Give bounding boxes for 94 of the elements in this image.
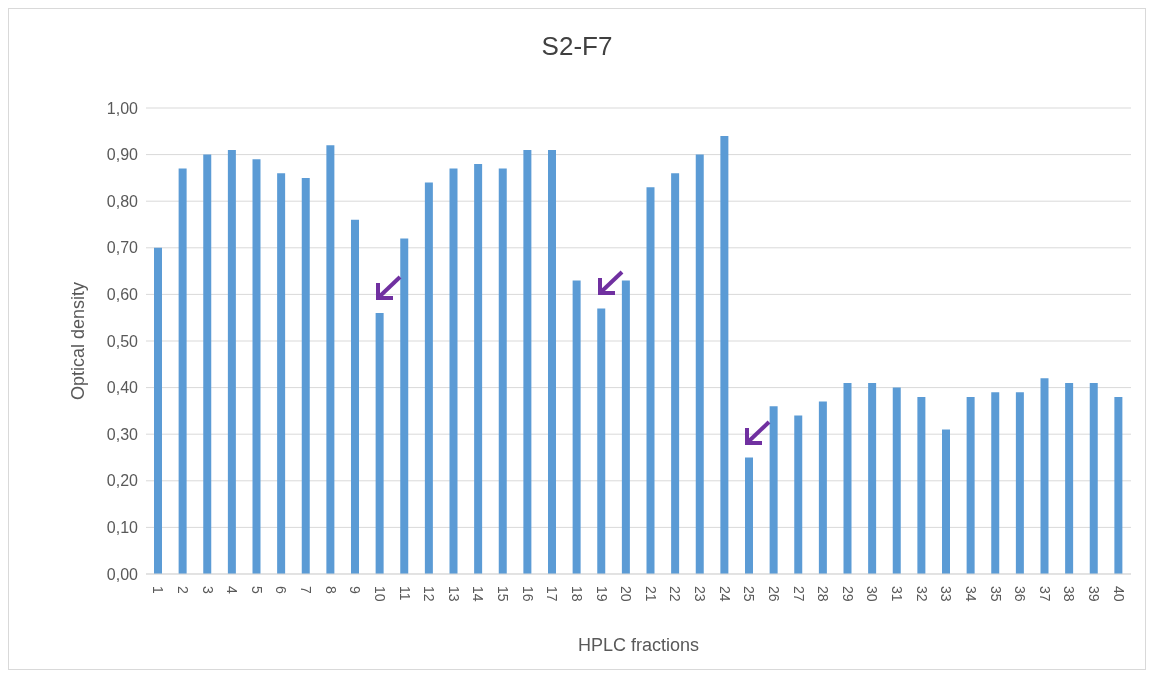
bar xyxy=(474,163,483,574)
bar xyxy=(1065,382,1074,574)
x-tick-label: 12 xyxy=(421,586,438,602)
x-tick-label: 27 xyxy=(790,586,807,602)
bar xyxy=(375,313,384,574)
bar xyxy=(548,149,556,574)
x-tick-label: 30 xyxy=(864,586,881,602)
bar xyxy=(351,219,359,574)
x-tick-label: 34 xyxy=(962,586,979,602)
bar xyxy=(892,387,901,574)
bar xyxy=(400,238,409,574)
bar xyxy=(252,159,261,574)
x-tick-label: 20 xyxy=(618,586,635,602)
bar xyxy=(794,415,803,574)
y-tick-label: 0,20 xyxy=(106,472,139,490)
x-tick-label: 4 xyxy=(224,586,241,594)
y-axis-title: Optical density xyxy=(68,281,89,401)
bar xyxy=(917,396,926,574)
bar xyxy=(769,406,778,574)
x-tick-label: 23 xyxy=(692,586,709,602)
bar xyxy=(424,182,433,574)
x-tick-label: 35 xyxy=(987,586,1004,602)
bar xyxy=(720,135,729,574)
bar xyxy=(695,154,704,574)
x-tick-label: 11 xyxy=(396,586,413,601)
bar xyxy=(597,308,606,574)
x-tick-label: 37 xyxy=(1036,586,1053,602)
x-axis-title: HPLC fractions xyxy=(577,635,700,655)
bar xyxy=(1015,392,1024,574)
x-tick-label: 29 xyxy=(839,586,856,602)
x-tick-label: 6 xyxy=(273,586,290,594)
bar xyxy=(523,149,532,574)
bar xyxy=(818,401,827,574)
bar xyxy=(572,280,581,574)
x-tick-label: 31 xyxy=(889,586,906,602)
bar xyxy=(745,457,753,574)
y-tick-label: 0,90 xyxy=(106,146,139,164)
bar xyxy=(154,247,162,574)
bar xyxy=(1040,378,1049,574)
y-tick-label: 0,10 xyxy=(106,519,139,537)
bar xyxy=(991,392,1000,574)
x-tick-label: 15 xyxy=(495,586,512,602)
bar xyxy=(498,168,507,574)
bar xyxy=(621,280,630,574)
bar xyxy=(1114,396,1123,574)
bar xyxy=(326,145,335,574)
bar xyxy=(671,173,680,574)
x-tick-label: 19 xyxy=(593,586,610,602)
y-tick-label: 0,70 xyxy=(106,239,139,257)
y-tick-label: 0,30 xyxy=(106,425,139,443)
x-tick-label: 8 xyxy=(322,586,339,594)
y-tick-label: 1,00 xyxy=(106,99,139,117)
bar xyxy=(449,168,458,574)
bar xyxy=(1089,382,1098,574)
y-tick-label: 0,40 xyxy=(106,379,139,397)
x-tick-label: 24 xyxy=(716,586,733,602)
bar xyxy=(301,177,310,574)
chart-title: S2-F7 xyxy=(540,31,614,62)
x-tick-label: 28 xyxy=(815,586,832,602)
y-tick-label: 0,50 xyxy=(106,332,139,350)
x-tick-label: 5 xyxy=(248,586,265,594)
x-tick-label: 22 xyxy=(667,586,684,602)
bar xyxy=(277,173,286,574)
bar xyxy=(227,149,236,574)
x-tick-label: 39 xyxy=(1086,586,1103,602)
x-tick-label: 26 xyxy=(765,586,782,602)
bar xyxy=(178,168,187,574)
x-tick-label: 25 xyxy=(741,586,758,602)
x-tick-label: 14 xyxy=(470,586,487,602)
x-tick-label: 32 xyxy=(913,586,930,602)
bar xyxy=(942,429,950,574)
x-tick-label: 16 xyxy=(519,586,536,602)
y-tick-label: 0,60 xyxy=(106,286,139,304)
bar xyxy=(843,382,852,574)
x-tick-label: 13 xyxy=(445,586,462,602)
x-tick-label: 10 xyxy=(371,586,388,602)
bar xyxy=(966,396,975,574)
x-tick-label: 2 xyxy=(174,586,191,594)
x-tick-label: 33 xyxy=(938,586,955,602)
y-tick-label: 0,00 xyxy=(106,565,139,583)
x-tick-label: 40 xyxy=(1110,586,1127,602)
x-tick-label: 17 xyxy=(544,586,561,602)
bar xyxy=(868,382,877,574)
x-tick-label: 9 xyxy=(347,586,364,594)
x-tick-label: 7 xyxy=(298,586,315,594)
x-tick-label: 3 xyxy=(199,586,216,594)
x-tick-label: 36 xyxy=(1012,586,1029,602)
y-tick-label: 0,80 xyxy=(106,192,139,210)
x-tick-label: 21 xyxy=(642,586,659,602)
x-tick-label: 1 xyxy=(150,586,167,594)
bar xyxy=(646,187,655,574)
bar xyxy=(203,154,212,574)
x-tick-label: 18 xyxy=(568,586,585,602)
x-tick-label: 38 xyxy=(1061,586,1078,602)
